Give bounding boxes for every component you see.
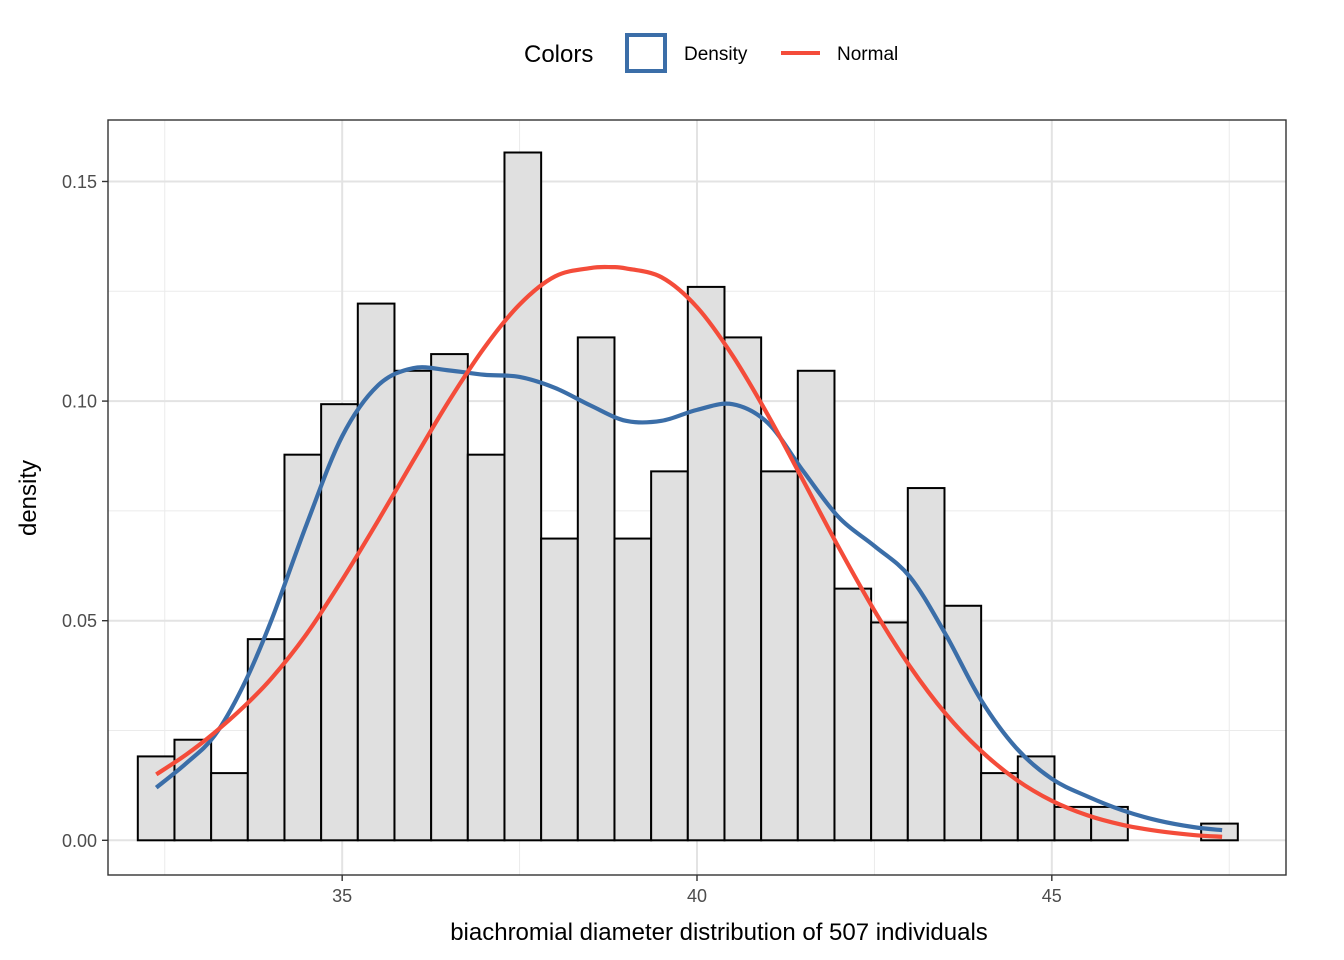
histogram-bar xyxy=(870,621,909,842)
legend-normal-label: Normal xyxy=(837,44,898,65)
histogram-bar xyxy=(173,738,213,842)
histogram-bar xyxy=(686,285,726,842)
curves xyxy=(154,264,1223,839)
y-tick-label: 0.15 xyxy=(62,172,97,192)
histogram-bar xyxy=(760,470,799,842)
y-tick-label: 0.00 xyxy=(62,831,97,851)
legend-density-key xyxy=(625,33,667,73)
histogram-bar xyxy=(650,470,689,842)
histogram-bar xyxy=(833,587,873,842)
histogram-bar xyxy=(503,151,543,842)
legend-title: Colors xyxy=(524,41,593,68)
histogram-bar xyxy=(393,369,433,842)
y-tick-label: 0.10 xyxy=(62,392,97,412)
histogram-bar xyxy=(283,453,323,842)
histogram-bar xyxy=(613,537,653,842)
histogram-bars xyxy=(136,151,1239,842)
histogram-bar xyxy=(210,772,249,842)
series-line-density xyxy=(154,365,1223,833)
x-tick-label: 45 xyxy=(1042,886,1062,906)
legend: Colors Density Normal xyxy=(524,33,898,73)
axis-ticks: 0.00 0.05 0.10 0.15 35 40 45 xyxy=(62,172,1062,906)
histogram-bar xyxy=(466,453,506,842)
series-line-normal xyxy=(155,264,1223,839)
histogram-bar xyxy=(796,369,836,842)
histogram-bar xyxy=(906,487,946,842)
y-tick-label: 0.05 xyxy=(62,611,97,631)
y-axis-title: density xyxy=(15,460,42,536)
histogram-bar xyxy=(980,772,1019,842)
legend-density-label: Density xyxy=(684,44,748,65)
x-tick-label: 35 xyxy=(332,886,352,906)
histogram-bar xyxy=(356,302,396,842)
x-tick-label: 40 xyxy=(687,886,707,906)
histogram-bar xyxy=(430,353,469,842)
histogram-bar xyxy=(136,755,176,842)
histogram-bar xyxy=(540,537,579,842)
x-axis-title: biachromial diameter distribution of 507… xyxy=(450,919,988,946)
